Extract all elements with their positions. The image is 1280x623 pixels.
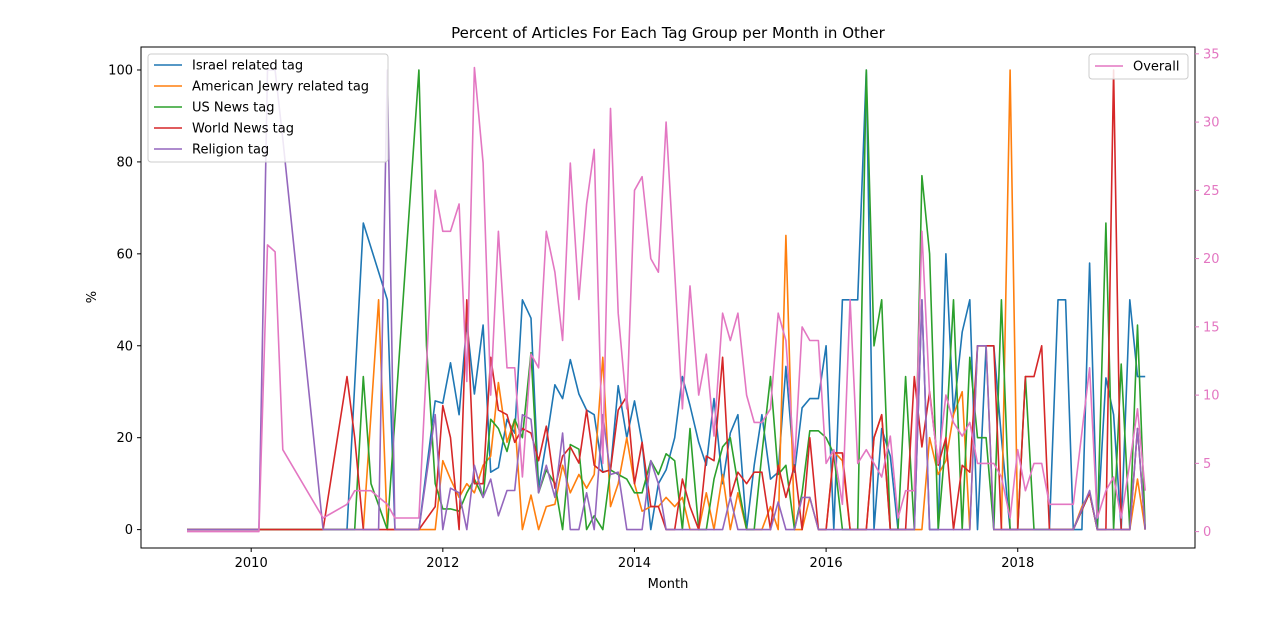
y2-tick-label: 10 [1203, 389, 1220, 404]
legend-label-world: World News tag [192, 122, 294, 137]
y2-tick-label: 0 [1203, 525, 1211, 540]
y2-tick-label: 20 [1203, 252, 1220, 267]
plot-frame [140, 46, 1196, 549]
legend-label-us: US News tag [192, 101, 274, 116]
y-axis-label: % [85, 291, 100, 303]
y-tick-label: 100 [108, 63, 133, 78]
y-tick-label: 0 [125, 523, 133, 538]
x-tick-label: 2012 [426, 556, 459, 571]
series-line-religion [187, 69, 1146, 531]
legend-label-israel: Israel related tag [192, 59, 303, 74]
y-tick-label: 80 [116, 155, 133, 170]
series-line-overall [187, 66, 1146, 533]
x-axis: 2010 2012 2014 2016 2018 [235, 548, 1034, 571]
y2-tick-label: 15 [1203, 320, 1220, 335]
x-tick-label: 2014 [618, 556, 651, 571]
y-axis-right: 0 5 10 15 20 25 30 35 [1195, 47, 1220, 540]
x-tick-label: 2016 [810, 556, 843, 571]
legend-label-religion: Religion tag [192, 143, 269, 158]
series-line-world [187, 69, 1146, 531]
legend-label-overall: Overall [1133, 60, 1179, 75]
x-tick-label: 2018 [1001, 556, 1034, 571]
x-axis-label: Month [648, 577, 689, 592]
x-tick-label: 2010 [235, 556, 268, 571]
y-tick-label: 60 [116, 247, 133, 262]
legend-left: Israel related tag American Jewry related… [147, 53, 389, 163]
legend-right: Overall [1088, 53, 1189, 80]
y-tick-label: 40 [116, 339, 133, 354]
series-line-us [187, 69, 1146, 531]
y2-tick-label: 30 [1203, 116, 1220, 131]
y-tick-label: 20 [116, 431, 133, 446]
legend-right-box [1088, 53, 1189, 80]
plot-lines [187, 66, 1146, 533]
y-axis-left: 0 20 40 60 80 100 [108, 63, 141, 538]
y2-tick-label: 5 [1203, 457, 1211, 472]
chart-title: Percent of Articles For Each Tag Group p… [451, 24, 885, 42]
legend-label-jewry: American Jewry related tag [192, 80, 369, 95]
y2-tick-label: 25 [1203, 184, 1220, 199]
y2-tick-label: 35 [1203, 47, 1220, 62]
legend-left-box [147, 53, 389, 163]
